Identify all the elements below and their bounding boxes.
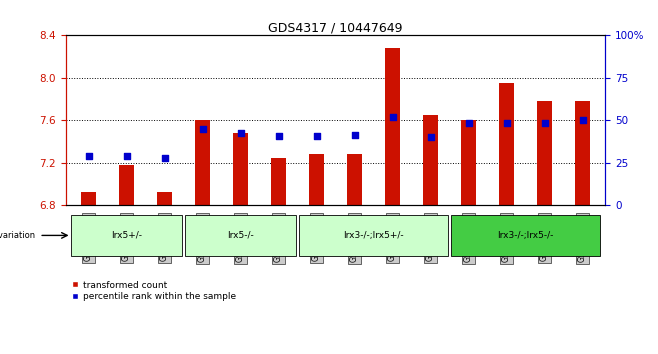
Point (463, 120, 474, 126)
Point (236, 130, 246, 136)
Title: GDS4317 / 10447649: GDS4317 / 10447649 (268, 21, 403, 34)
Bar (385, 48, 400, 205)
Point (311, 133, 322, 139)
Point (273, 133, 284, 139)
Bar (575, 101, 590, 205)
Point (159, 155, 170, 160)
Bar (271, 158, 286, 205)
Text: lrx5-/-: lrx5-/- (227, 231, 254, 240)
Bar (537, 101, 552, 205)
Bar (423, 115, 438, 205)
Text: lrx5+/-: lrx5+/- (111, 231, 142, 240)
Point (121, 154, 132, 159)
Text: lrx3-/-;lrx5+/-: lrx3-/-;lrx5+/- (343, 231, 404, 240)
Legend: transformed count, percentile rank within the sample: transformed count, percentile rank withi… (70, 281, 236, 301)
Point (388, 114, 398, 120)
Bar (157, 192, 172, 205)
Bar (186, 215, 295, 256)
Point (197, 126, 208, 132)
Bar (451, 215, 599, 256)
Bar (233, 133, 248, 205)
Text: genotype/variation: genotype/variation (0, 231, 36, 240)
Bar (119, 165, 134, 205)
Point (349, 132, 360, 138)
Point (540, 120, 550, 126)
Point (425, 135, 436, 140)
Text: lrx3-/-;lrx5-/-: lrx3-/-;lrx5-/- (497, 231, 554, 240)
Bar (461, 120, 476, 205)
Bar (299, 215, 447, 256)
Point (501, 120, 512, 126)
Bar (195, 120, 210, 205)
Bar (309, 154, 324, 205)
Bar (499, 83, 514, 205)
Bar (347, 154, 362, 205)
Point (84, 154, 94, 159)
Bar (81, 192, 96, 205)
Bar (72, 215, 182, 256)
Point (577, 118, 588, 123)
